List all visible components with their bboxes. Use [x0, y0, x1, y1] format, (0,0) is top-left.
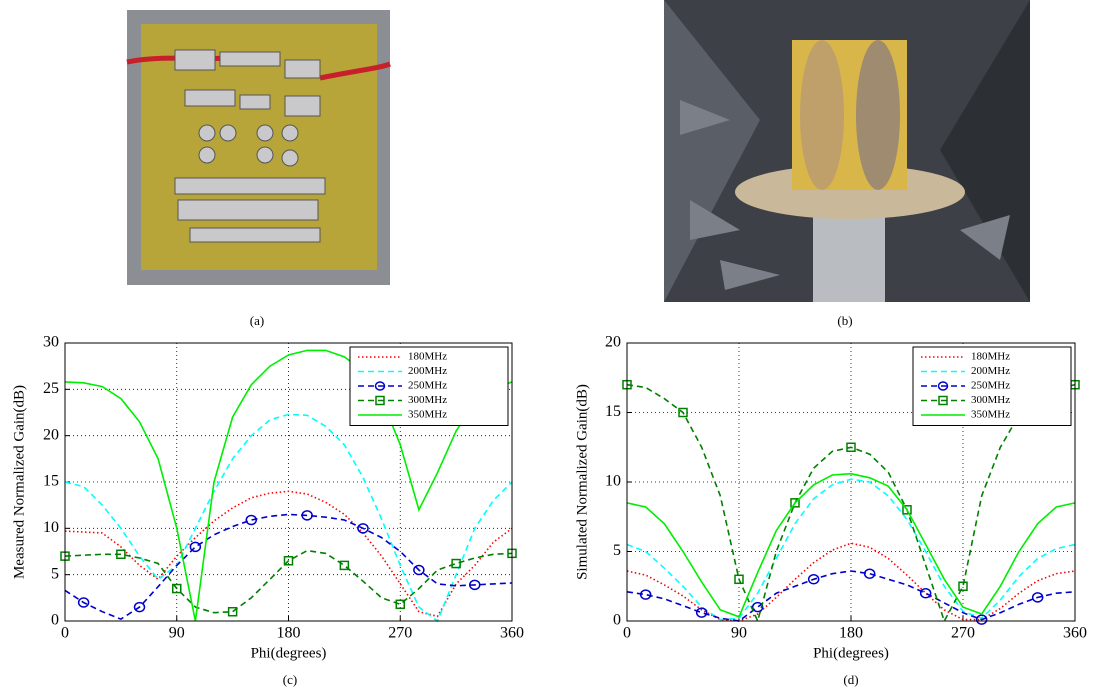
x-tick-label: 270 — [388, 625, 412, 642]
legend-marker — [375, 395, 385, 406]
series-group — [622, 379, 1080, 625]
series-line — [64, 490, 513, 618]
marker — [1031, 592, 1044, 603]
series-line — [626, 383, 1076, 624]
legend-label: 180MHz — [971, 351, 1010, 363]
y-tick-label: 5 — [613, 542, 621, 559]
series-line — [64, 349, 513, 622]
marker — [807, 574, 820, 585]
x-tick-label: 180 — [277, 625, 301, 642]
marker — [77, 597, 90, 608]
legend-label: 300MHz — [408, 394, 447, 406]
x-tick-label: 90 — [731, 625, 747, 642]
marker — [133, 601, 146, 613]
series-line — [64, 513, 513, 620]
x-tick-label: 180 — [839, 625, 863, 642]
marker — [116, 549, 126, 560]
y-tick-label: 0 — [51, 612, 59, 629]
marker — [172, 583, 182, 594]
x-tick-label: 360 — [1063, 625, 1087, 642]
legend-label: 350MHz — [971, 409, 1010, 421]
y-tick-label: 25 — [43, 380, 59, 397]
marker — [902, 505, 912, 515]
marker — [975, 614, 988, 625]
x-tick-label: 360 — [500, 625, 524, 642]
caption: (b) — [837, 313, 852, 328]
series-line — [64, 549, 513, 614]
marker — [678, 407, 688, 418]
marker — [846, 442, 856, 452]
marker — [283, 556, 294, 566]
marker — [395, 599, 405, 610]
marker — [863, 568, 876, 579]
x-tick-label: 0 — [61, 625, 69, 642]
marker — [189, 541, 202, 553]
marker — [958, 581, 968, 591]
photo-chamber — [664, 0, 1030, 302]
caption: (a) — [250, 313, 264, 328]
legend-box — [912, 346, 1072, 426]
legend-label: 250MHz — [408, 380, 447, 392]
legend-label: 300MHz — [971, 394, 1010, 406]
legend-marker — [938, 395, 948, 406]
marker — [734, 574, 744, 585]
marker — [639, 589, 652, 600]
plot-frame — [64, 342, 513, 622]
x-tick-label: 0 — [623, 625, 631, 642]
marker — [790, 498, 800, 508]
plot-frame — [626, 342, 1076, 622]
y-axis-label: Measured Normalized Gain(dB) — [11, 385, 27, 579]
y-axis-label: Simulated Normalized Gain(dB) — [574, 384, 590, 580]
legend-marker — [374, 381, 386, 391]
y-tick-label: 10 — [43, 519, 59, 536]
y-tick-label: 20 — [43, 426, 59, 443]
marker — [339, 560, 350, 571]
y-tick-label: 10 — [605, 473, 621, 490]
marker — [469, 579, 481, 591]
legend-label: 250MHz — [971, 380, 1010, 392]
y-tick-label: 30 — [43, 334, 59, 351]
marker — [919, 587, 932, 599]
marker — [301, 510, 313, 521]
y-tick-label: 20 — [605, 334, 621, 351]
x-axis-label: Phi(degrees) — [251, 645, 327, 661]
x-tick-label: 90 — [169, 625, 185, 642]
marker — [245, 514, 257, 526]
y-tick-label: 15 — [605, 403, 621, 420]
photo-pcb — [126, 10, 391, 285]
marker — [227, 606, 238, 617]
x-axis-label: Phi(degrees) — [813, 645, 889, 661]
legend-label: 200MHz — [408, 365, 447, 377]
marker — [451, 558, 461, 569]
x-tick-label: 270 — [951, 625, 975, 642]
legend-label: 200MHz — [971, 365, 1010, 377]
series-line — [626, 472, 1076, 618]
caption: (d) — [843, 672, 858, 687]
y-tick-label: 5 — [51, 565, 59, 582]
marker — [357, 523, 369, 534]
legend-label: 180MHz — [408, 351, 447, 363]
y-tick-label: 0 — [613, 612, 621, 629]
legend-box — [349, 346, 509, 426]
series-line — [626, 478, 1076, 621]
marker — [751, 601, 764, 613]
y-tick-label: 15 — [43, 473, 59, 490]
series-line — [626, 570, 1076, 622]
caption: (c) — [283, 672, 297, 687]
legend-label: 350MHz — [408, 409, 447, 421]
series-group — [60, 349, 517, 623]
marker — [695, 607, 708, 618]
marker — [413, 564, 425, 576]
legend-marker — [937, 381, 949, 391]
series-line — [626, 542, 1076, 622]
